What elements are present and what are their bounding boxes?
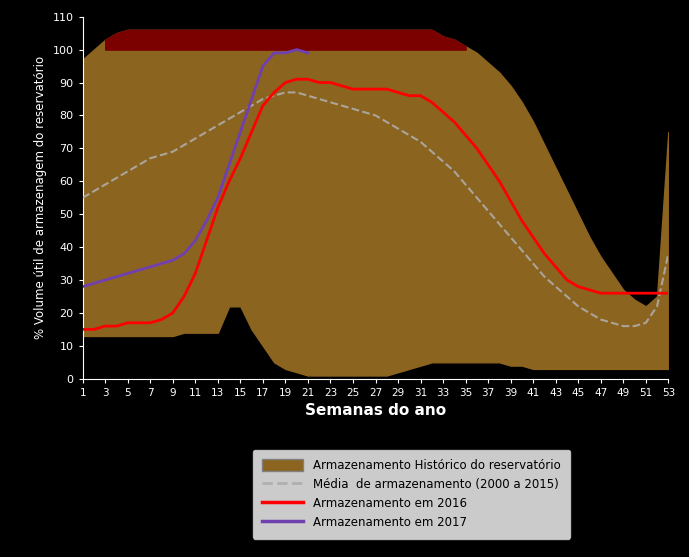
X-axis label: Semanas do ano: Semanas do ano — [305, 403, 446, 418]
Legend: Armazenamento Histórico do reservatório, Média  de armazenamento (2000 a 2015), : Armazenamento Histórico do reservatório,… — [253, 450, 570, 539]
Y-axis label: % Volume útil de armazenagem do reservatório: % Volume útil de armazenagem do reservat… — [34, 56, 47, 339]
